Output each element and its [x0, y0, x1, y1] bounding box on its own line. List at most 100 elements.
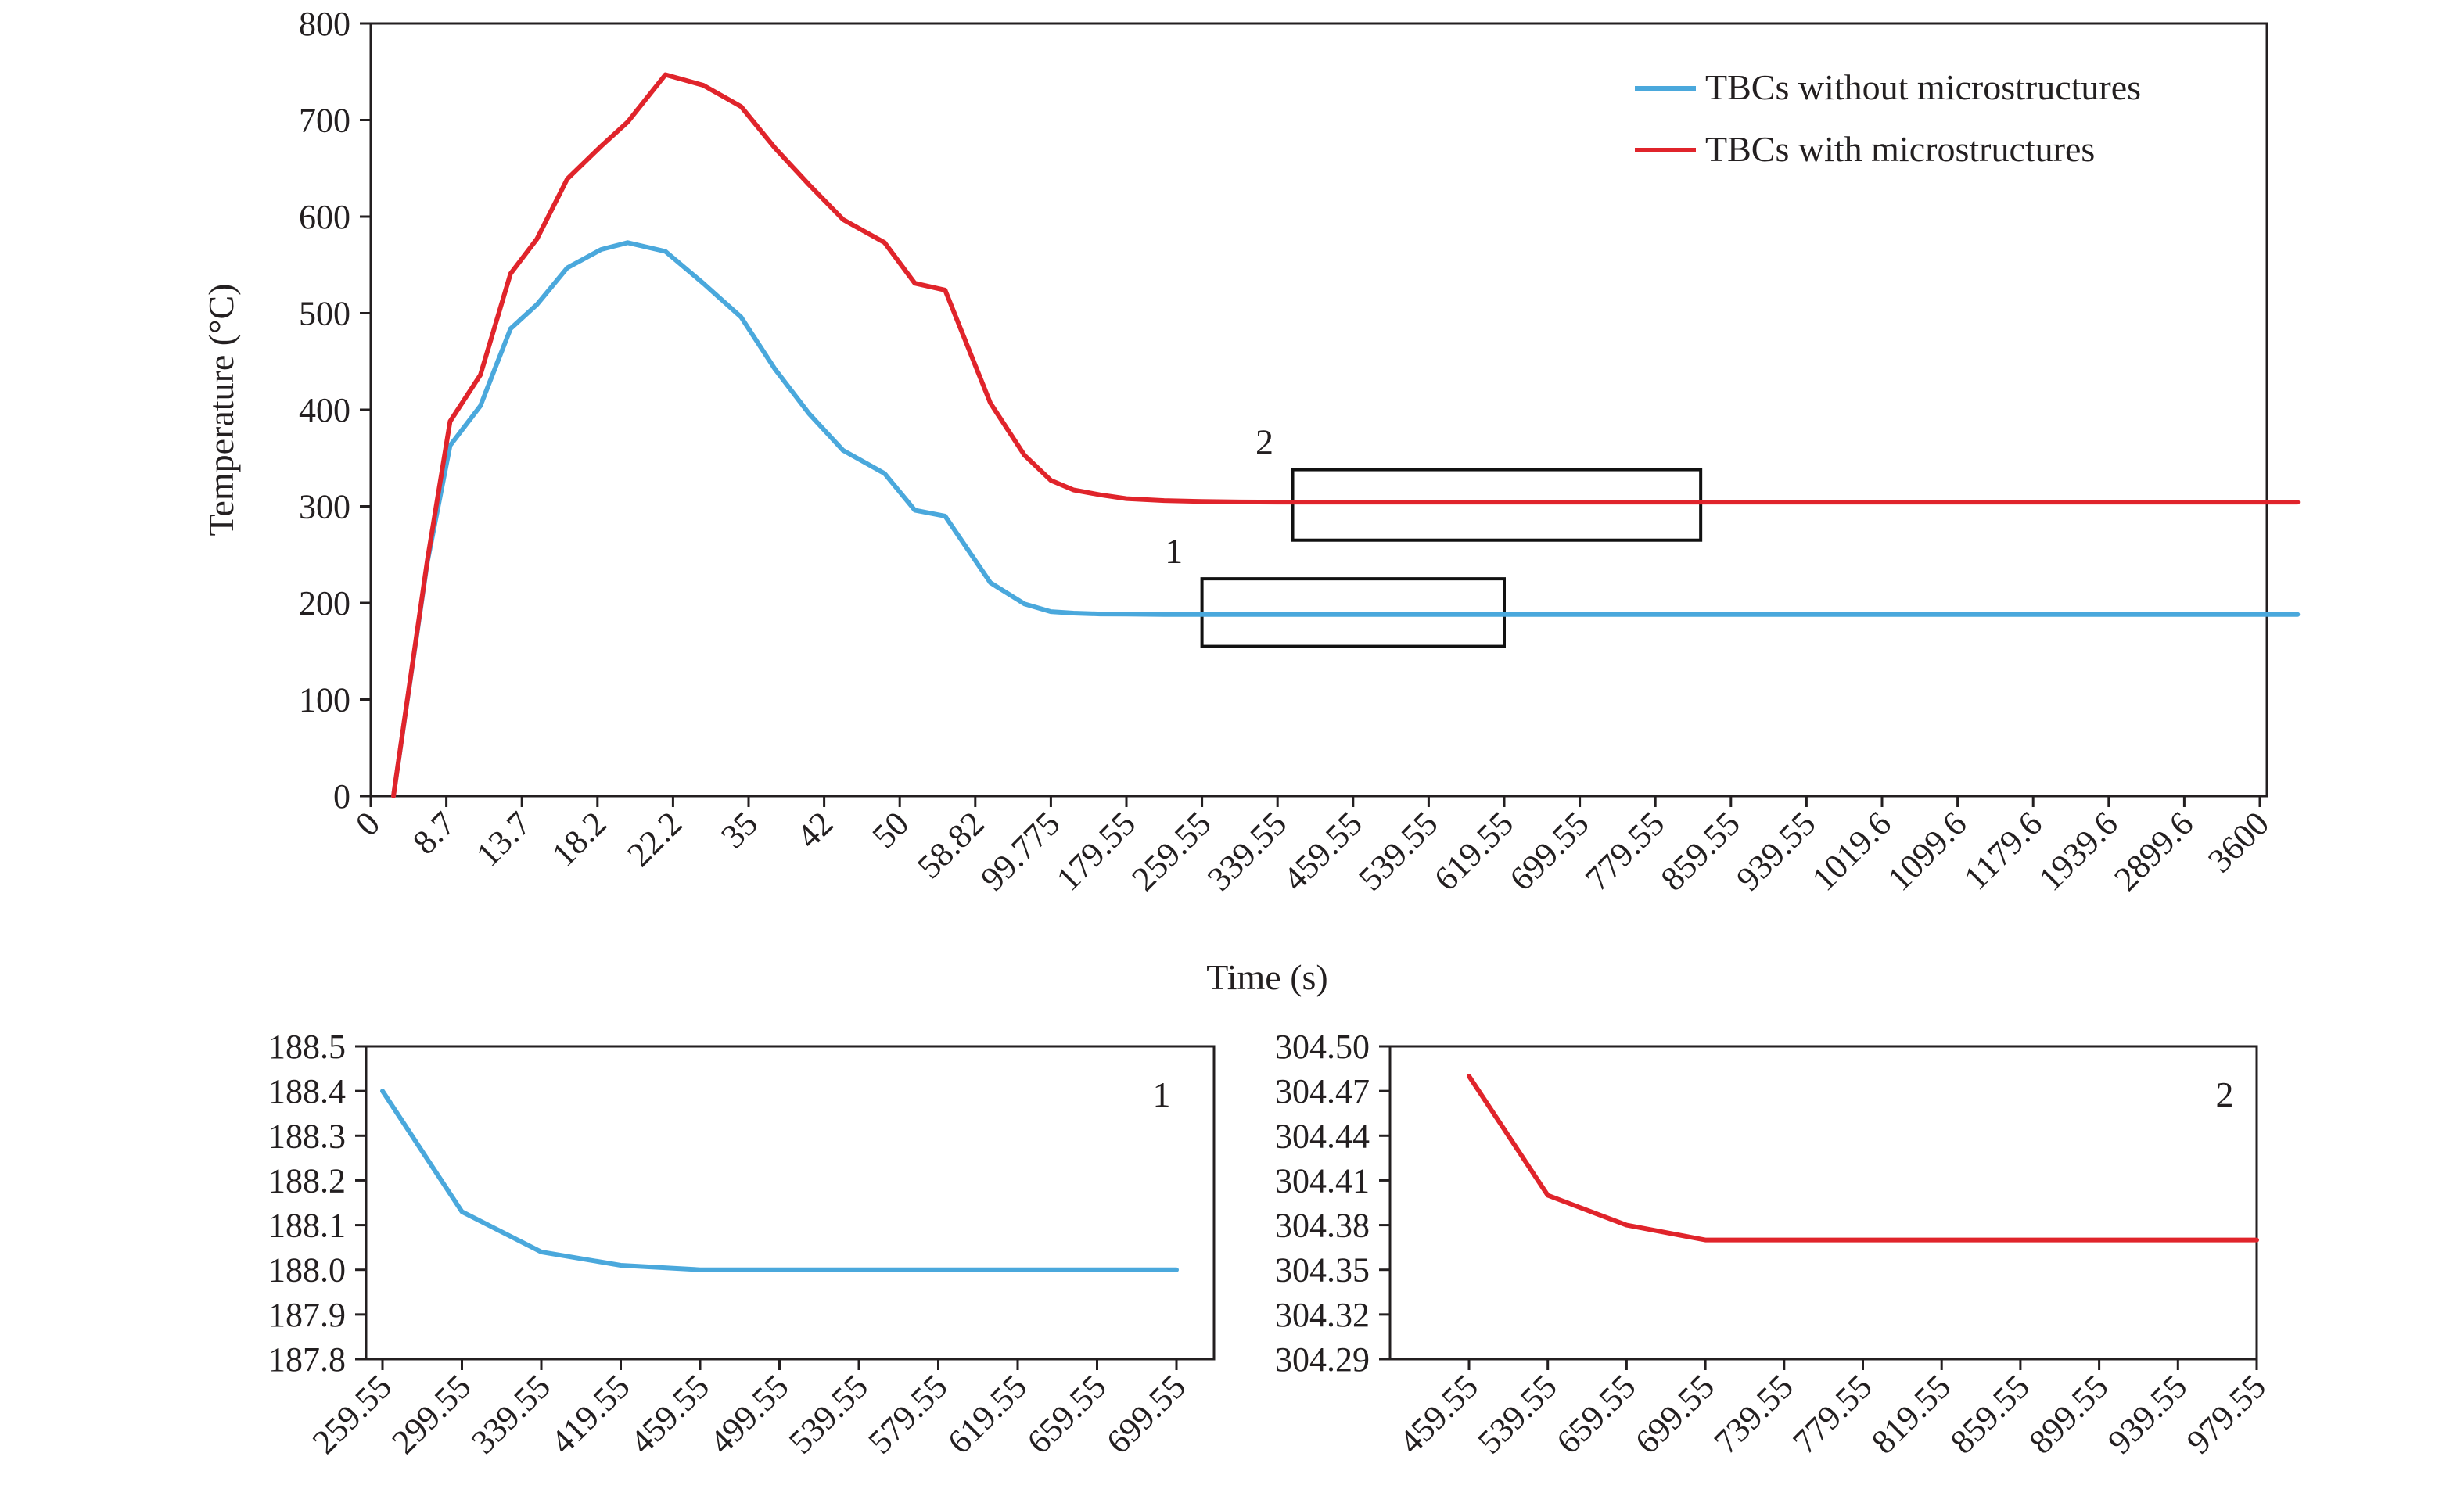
main-x-tick-label: 1179.6 [1956, 804, 2049, 897]
main-y-tick-label: 0 [333, 777, 350, 816]
inset1-x-tick-label: 419.55 [543, 1367, 637, 1461]
inset1-line-series-0 [380, 1089, 1179, 1272]
main-x-tick-label: 18.2 [544, 804, 614, 874]
legend: TBCs without microstructures TBCs with m… [1635, 67, 2141, 169]
inset1-x-tick-label: 299.55 [384, 1367, 478, 1461]
inset2-y-tick-label: 304.44 [1275, 1117, 1370, 1155]
inset1-x-tick-label: 499.55 [702, 1367, 796, 1461]
inset2-x-tick-label: 899.55 [2021, 1367, 2115, 1461]
inset2-y-ticks: 304.29 304.32 304.35 304.38 304.41 304.44 304.… [1275, 1028, 1390, 1379]
main-line-tbcs-with-microstructures [391, 72, 2301, 798]
inset2-series [1467, 1074, 2259, 1243]
inset2-x-ticks: 459.55539.55659.55699.55739.55779.55819.… [1392, 1359, 2273, 1462]
inset2-x-tick-label: 659.55 [1549, 1367, 1643, 1461]
inset2-y-tick-label: 304.32 [1275, 1296, 1370, 1334]
main-x-tick-label: 539.55 [1351, 804, 1445, 898]
inset2-label: 2 [2216, 1074, 2234, 1114]
zoom-box-2 [1291, 468, 1703, 542]
zoom-box-label-1: 1 [1165, 531, 1183, 571]
main-x-tick-label: 1099.6 [1880, 804, 1974, 898]
inset2-x-tick-label: 819.55 [1864, 1367, 1958, 1461]
main-x-tick-label: 459.55 [1276, 804, 1370, 898]
main-y-tick-label: 500 [299, 295, 350, 333]
main-x-tick-label: 13.7 [469, 804, 538, 874]
inset1-y-tick-label: 188.0 [268, 1251, 346, 1290]
main-x-tick-label: 259.55 [1124, 804, 1218, 898]
inset2-y-tick-label: 304.35 [1275, 1251, 1370, 1290]
main-x-tick-label: 939.55 [1729, 804, 1823, 898]
main-x-tick-label: 619.55 [1427, 804, 1521, 898]
inset2-x-tick-label: 939.55 [2100, 1367, 2194, 1461]
inset2-x-tick-label: 859.55 [1943, 1367, 2037, 1461]
inset2-x-tick-label: 739.55 [1707, 1367, 1801, 1461]
main-series [391, 72, 2301, 798]
main-y-tick-label: 700 [299, 102, 350, 140]
main-x-tick-label: 42 [789, 804, 841, 856]
legend-label-without: TBCs without microstructures [1705, 67, 2141, 107]
inset1-label: 1 [1153, 1074, 1171, 1114]
main-x-tick-label: 179.55 [1049, 804, 1143, 898]
main-x-tick-label: 859.55 [1654, 804, 1747, 898]
main-y-tick-label: 200 [299, 584, 350, 622]
inset1-x-tick-label: 539.55 [781, 1367, 875, 1461]
main-y-tick-label: 600 [299, 198, 350, 236]
main-x-tick-label: 99.775 [973, 804, 1067, 898]
main-x-tick-label: 2899.6 [2107, 804, 2200, 898]
inset2-plot-frame [1388, 1045, 2258, 1361]
inset1-y-tick-label: 188.1 [268, 1207, 346, 1245]
inset2-x-tick-label: 539.55 [1471, 1367, 1564, 1461]
main-x-ticks: 0 8.7 13.7 18.2 22.2 35 42 5058.8299.775179.552… [348, 796, 2276, 899]
main-x-tick-label: 1019.6 [1805, 804, 1898, 898]
main-x-tick-label: 3600 [2200, 804, 2276, 880]
inset2-y-tick-label: 304.50 [1275, 1028, 1370, 1066]
inset2-y-tick-label: 304.47 [1275, 1072, 1370, 1110]
main-x-tick-label: 339.55 [1200, 804, 1294, 898]
inset1-plot-frame [365, 1045, 1216, 1361]
inset1-y-tick-label: 188.2 [268, 1161, 346, 1200]
inset1-y-ticks: 187.8 187.9 188.0 188.1 188.2 188.3 188.4 188.5 [268, 1028, 366, 1379]
inset2-y-tick-label: 304.38 [1275, 1207, 1370, 1245]
inset1-x-tick-label: 659.55 [1019, 1367, 1113, 1461]
main-x-tick-label: 50 [865, 804, 917, 856]
inset2-x-tick-label: 979.55 [2179, 1367, 2273, 1461]
inset1-x-tick-label: 579.55 [860, 1367, 954, 1461]
inset1-y-tick-label: 187.9 [268, 1296, 346, 1334]
inset2-y-tick-label: 304.41 [1275, 1161, 1370, 1200]
inset2-x-tick-label: 459.55 [1392, 1367, 1485, 1461]
main-x-tick-label: 1939.6 [2031, 804, 2125, 898]
inset1-y-tick-label: 188.4 [268, 1072, 346, 1110]
main-x-tick-label: 0 [348, 804, 387, 843]
inset1-series [380, 1089, 1179, 1272]
main-x-tick-label: 8.7 [405, 804, 463, 862]
inset1-x-tick-label: 339.55 [464, 1367, 558, 1461]
inset2-line-series-0 [1467, 1074, 2259, 1243]
main-y-ticks: 0 100 200 300 400 500 600 700 800 [299, 5, 371, 816]
inset1-y-tick-label: 188.3 [268, 1117, 346, 1155]
inset1-x-tick-label: 459.55 [623, 1367, 717, 1461]
main-x-tick-label: 699.55 [1502, 804, 1596, 898]
inset1-x-tick-label: 259.55 [305, 1367, 399, 1461]
y-axis-label: Temperature (°C) [201, 284, 241, 536]
main-y-tick-label: 400 [299, 391, 350, 429]
inset-chart-1: 187.8 187.9 188.0 188.1 188.2 188.3 188.4 188.5… [268, 1028, 1216, 1462]
inset1-y-tick-label: 188.5 [268, 1028, 346, 1066]
main-y-tick-label: 800 [299, 5, 350, 43]
x-axis-label: Time (s) [1206, 957, 1328, 997]
inset2-x-tick-label: 779.55 [1785, 1367, 1879, 1461]
zoom-box-label-2: 2 [1255, 422, 1273, 462]
main-y-tick-label: 100 [299, 681, 350, 719]
main-x-tick-label: 22.2 [620, 804, 689, 874]
inset2-x-tick-label: 699.55 [1628, 1367, 1722, 1461]
inset1-x-tick-label: 619.55 [940, 1367, 1034, 1461]
inset2-y-tick-label: 304.29 [1275, 1340, 1370, 1379]
inset1-y-tick-label: 187.8 [268, 1340, 346, 1379]
inset1-x-ticks: 259.55299.55339.55419.55459.55499.55539.… [305, 1359, 1193, 1462]
inset-chart-2: 304.29 304.32 304.35 304.38 304.41 304.44 304.… [1275, 1028, 2273, 1462]
inset1-x-tick-label: 699.55 [1099, 1367, 1193, 1461]
main-y-tick-label: 300 [299, 488, 350, 526]
main-x-tick-label: 35 [713, 804, 765, 856]
main-x-tick-label: 779.55 [1578, 804, 1672, 898]
legend-label-with: TBCs with microstructures [1705, 129, 2095, 169]
